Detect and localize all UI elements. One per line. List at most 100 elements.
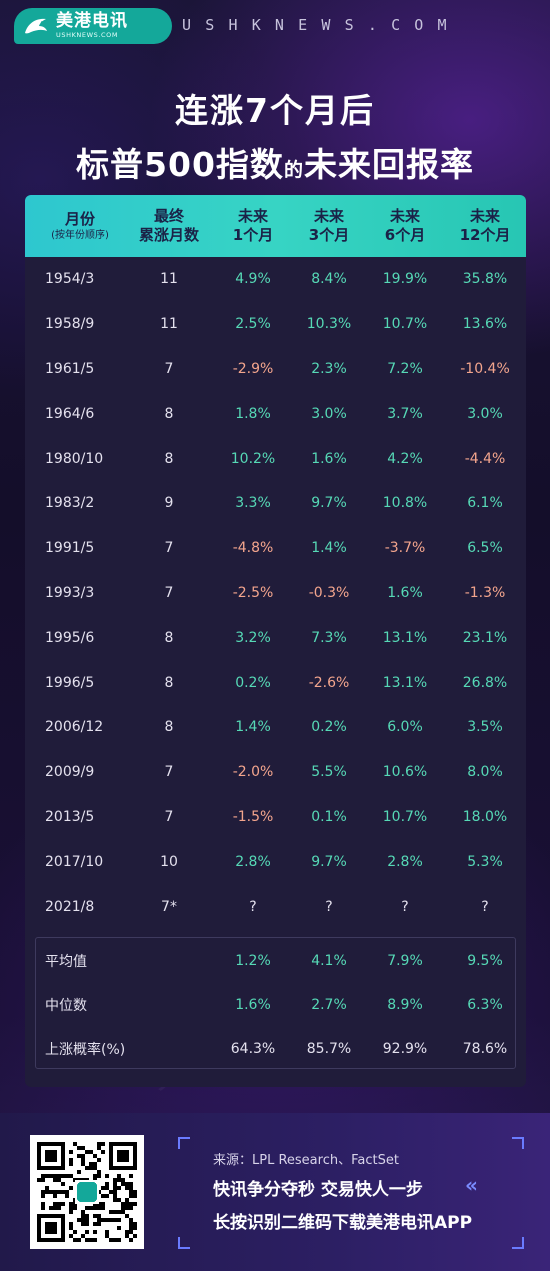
cell-return-12m: 3.5% — [467, 719, 503, 736]
table-row: 2017/10 10 2.8% 9.7% 2.8% 5.3% — [25, 839, 526, 884]
cell-month: 1996/5 — [45, 674, 95, 691]
cell-return-12m: 35.8% — [462, 271, 508, 288]
table-row: 2021/8 7*???? — [25, 884, 526, 929]
cell-return-12m: -1.3% — [464, 584, 506, 601]
table-row: 1954/3 11 4.9% 8.4% 19.9% 35.8% — [25, 257, 526, 302]
cell-month: 2017/10 — [45, 853, 104, 870]
cell-return-6m: 6.0% — [387, 719, 423, 736]
summary-3m: 4.1% — [311, 953, 347, 970]
cell-return-3m: 9.7% — [311, 495, 347, 512]
footer: 来源：LPL Research、FactSet 快讯争分夺秒 交易快人一步 « … — [0, 1113, 550, 1271]
cell-return-6m: ? — [401, 898, 409, 915]
header-1m: 未来 1个月 — [232, 207, 274, 244]
cell-return-3m: 0.1% — [311, 808, 347, 825]
cell-return-3m: 3.0% — [311, 405, 347, 422]
page-subtitle: 标普500指数的未来回报率 — [0, 138, 550, 186]
table-header: 月份 (按年份顺序) 最终 累涨月数 未来 1个月 未来 3个月 未来 6个月 … — [25, 195, 526, 257]
summary-6m: 7.9% — [387, 953, 423, 970]
cell-months-up: 8 — [164, 405, 174, 422]
cell-months-up: 8 — [164, 450, 174, 467]
cell-return-3m: -2.6% — [308, 674, 350, 691]
cell-return-3m: ? — [325, 898, 333, 915]
cell-return-1m: 4.9% — [235, 271, 271, 288]
cell-return-1m: 1.4% — [235, 719, 271, 736]
cell-month: 1954/3 — [45, 271, 95, 288]
subtitle-particle: 的 — [283, 159, 304, 181]
summary-label: 中位数 — [45, 998, 87, 1015]
cell-return-3m: 0.2% — [311, 719, 347, 736]
cell-return-12m: ? — [481, 898, 489, 915]
cell-return-3m: 7.3% — [311, 629, 347, 646]
frame-corner-top-right — [512, 1137, 524, 1149]
table-row: 2013/5 7 -1.5% 0.1% 10.7% 18.0% — [25, 795, 526, 840]
cell-month: 1995/6 — [45, 629, 95, 646]
brand-domain: USHKNEWS.COM — [56, 31, 119, 40]
page-title: 连涨7个月后 — [175, 91, 375, 130]
table-row: 1958/9 11 2.5% 10.3% 10.7% 13.6% — [25, 302, 526, 347]
cell-return-12m: 6.1% — [467, 495, 503, 512]
qr-code[interactable] — [30, 1135, 144, 1249]
cell-return-1m: 0.2% — [235, 674, 271, 691]
summary-6m: 92.9% — [382, 1041, 428, 1058]
frame-corner-bottom-right — [512, 1237, 524, 1249]
summary-3m: 85.7% — [306, 1041, 352, 1058]
cell-return-3m: -0.3% — [308, 584, 350, 601]
table-row: 1983/2 9 3.3% 9.7% 10.8% 6.1% — [25, 481, 526, 526]
cell-month: 2006/12 — [45, 719, 104, 736]
table-row: 1964/6 8 1.8% 3.0% 3.7% 3.0% — [25, 391, 526, 436]
cell-return-3m: 9.7% — [311, 853, 347, 870]
brand-logo[interactable]: 美港电讯 USHKNEWS.COM — [14, 8, 172, 44]
cell-return-1m: 3.2% — [235, 629, 271, 646]
cell-return-1m: -1.5% — [232, 808, 274, 825]
cell-return-1m: 3.3% — [235, 495, 271, 512]
cell-return-6m: 7.2% — [387, 360, 423, 377]
cell-month: 1991/5 — [45, 540, 95, 557]
site-url: USHKNEWS.COM — [182, 16, 461, 34]
subtitle-main: 标普500指数 — [76, 145, 284, 184]
cell-return-1m: 2.8% — [235, 853, 271, 870]
subtitle-end: 未来回报率 — [303, 145, 474, 184]
header-6m: 未来 6个月 — [384, 207, 426, 244]
header-12m: 未来 12个月 — [459, 207, 511, 244]
cell-month: 1964/6 — [45, 405, 95, 422]
cell-months-up: 7 — [164, 808, 174, 825]
table-row: 1961/5 7 -2.9% 2.3% 7.2% -10.4% — [25, 347, 526, 392]
cell-month: 1983/2 — [45, 495, 95, 512]
cell-months-up: 7 — [164, 540, 174, 557]
cell-months-up: 11 — [160, 271, 178, 288]
cell-return-6m: 3.7% — [387, 405, 423, 422]
cell-return-6m: 4.2% — [387, 450, 423, 467]
cell-return-6m: 1.6% — [387, 584, 423, 601]
summary-label: 平均值 — [45, 954, 87, 971]
header-months-up: 最终 累涨月数 — [138, 207, 199, 244]
cell-return-12m: -10.4% — [460, 360, 510, 377]
table-row: 1980/10 8 10.2% 1.6% 4.2% -4.4% — [25, 436, 526, 481]
summary-12m: 6.3% — [467, 997, 503, 1014]
cell-return-1m: -2.5% — [232, 584, 274, 601]
summary-1m: 64.3% — [230, 1041, 276, 1058]
header-3m: 未来 3个月 — [308, 207, 350, 244]
cell-return-12m: 6.5% — [467, 540, 503, 557]
summary-12m: 9.5% — [467, 953, 503, 970]
cell-month: 1961/5 — [45, 360, 95, 377]
cell-month: 2009/9 — [45, 764, 95, 781]
summary-row: 平均值 1.2% 4.1% 7.9% 9.5% — [25, 939, 526, 984]
cell-month: 1958/9 — [45, 316, 95, 333]
cell-return-6m: 10.7% — [382, 316, 428, 333]
double-chevron-left-icon: « — [465, 1173, 478, 1197]
summary-12m: 78.6% — [462, 1041, 508, 1058]
cell-month: 1993/3 — [45, 584, 95, 601]
cell-month: 2021/8 — [45, 898, 95, 915]
cell-return-3m: 1.4% — [311, 540, 347, 557]
table-row: 2006/12 8 1.4% 0.2% 6.0% 3.5% — [25, 705, 526, 750]
summary-row: 中位数 1.6% 2.7% 8.9% 6.3% — [25, 983, 526, 1028]
cell-months-up: 11 — [160, 316, 178, 333]
frame-corner-bottom-left — [178, 1237, 190, 1249]
cell-return-1m: ? — [249, 898, 257, 915]
top-bar: 美港电讯 USHKNEWS.COM USHKNEWS.COM — [0, 0, 550, 52]
cell-return-1m: 10.2% — [230, 450, 276, 467]
cell-return-6m: 10.6% — [382, 764, 428, 781]
cell-months-up: 8 — [164, 629, 174, 646]
cell-months-up: 7 — [164, 360, 174, 377]
cell-month: 2013/5 — [45, 808, 95, 825]
